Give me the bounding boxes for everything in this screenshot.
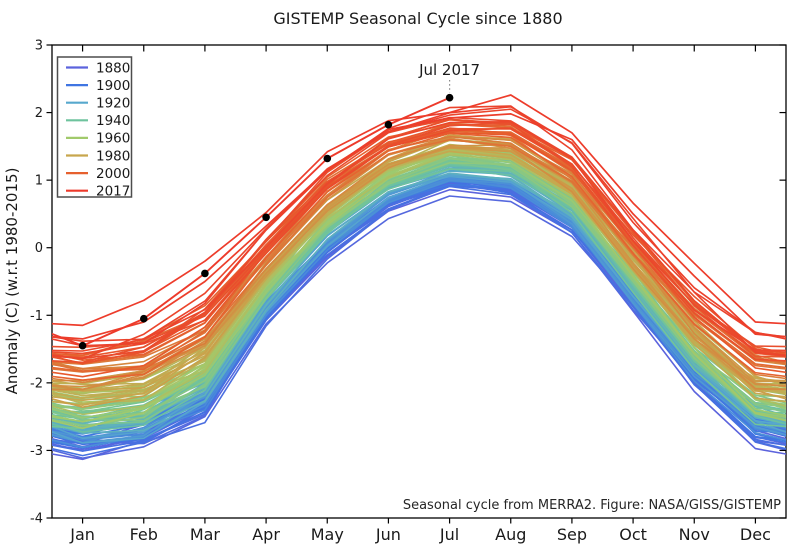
dot-2017-jan <box>78 341 87 350</box>
annotation-label: Jul 2017 <box>418 61 480 79</box>
year-line-2009 <box>52 127 786 355</box>
dot-2017-may <box>323 154 332 163</box>
legend-label-1960: 1960 <box>96 131 130 147</box>
year-lines-layer <box>52 94 786 461</box>
y-tick-label: 3 <box>35 39 43 54</box>
dot-2017-jun <box>384 120 393 129</box>
dot-2017-mar <box>201 269 209 278</box>
monthly-marker-dots <box>78 93 454 350</box>
x-tick-label: Mar <box>190 525 221 544</box>
legend-label-1980: 1980 <box>96 148 130 164</box>
year-line-2015 <box>52 113 786 340</box>
x-tick-label: Sep <box>557 525 587 544</box>
y-axis-label: Anomaly (C) (w.r.t 1980-2015) <box>3 168 21 395</box>
year-line-2016 <box>52 94 786 327</box>
year-line-1952 <box>52 157 786 427</box>
year-line-2017 <box>52 96 451 347</box>
year-line-2011 <box>52 120 786 352</box>
year-line-1999 <box>52 132 786 381</box>
x-tick-label: Feb <box>130 525 158 544</box>
x-tick-label: Jan <box>69 525 95 544</box>
year-line-1959 <box>52 149 786 423</box>
axes-ticks-layer: 3 2 1 0 -1 -2 -3 -4 Jan Feb Mar Apr May Jun Jul Aug Sep O… <box>30 39 786 544</box>
x-tick-label: May <box>311 525 344 544</box>
legend-label-2000: 2000 <box>96 166 130 182</box>
y-tick-label: -4 <box>30 512 43 527</box>
legend-label-1880: 1880 <box>96 60 130 76</box>
y-tick-label: 1 <box>35 174 43 189</box>
x-tick-label: Jun <box>375 525 401 544</box>
legend-label-2017: 2017 <box>96 184 130 200</box>
x-tick-label: Apr <box>252 525 280 544</box>
legend-label-1940: 1940 <box>96 113 130 129</box>
year-line-1979 <box>52 150 786 407</box>
year-line-2007 <box>52 118 786 364</box>
dot-2017-feb <box>140 314 148 323</box>
y-tick-label: 0 <box>35 241 43 256</box>
dot-2017-apr <box>262 213 270 222</box>
legend-label-1900: 1900 <box>96 78 130 94</box>
credit-note: Seasonal cycle from MERRA2. Figure: NASA… <box>403 498 781 513</box>
y-tick-label: 2 <box>35 106 43 121</box>
year-line-2013 <box>52 105 786 343</box>
x-tick-label: Dec <box>740 525 771 544</box>
x-tick-label: Nov <box>679 525 710 544</box>
y-tick-label: -3 <box>30 444 43 459</box>
x-tick-label: Jul <box>439 525 459 544</box>
y-tick-label: -2 <box>30 376 43 391</box>
year-line-2014 <box>52 106 786 347</box>
dot-2017-jul <box>445 93 454 102</box>
year-line-1988 <box>52 139 786 391</box>
x-tick-label: Oct <box>619 525 647 544</box>
legend-label-1920: 1920 <box>96 96 130 112</box>
chart-title: GISTEMP Seasonal Cycle since 1880 <box>273 9 562 28</box>
year-line-2010 <box>52 116 786 360</box>
annotation-jul-2017: Jul 2017 <box>418 61 480 93</box>
x-tick-label: Aug <box>495 525 526 544</box>
y-tick-label: -1 <box>30 309 43 324</box>
